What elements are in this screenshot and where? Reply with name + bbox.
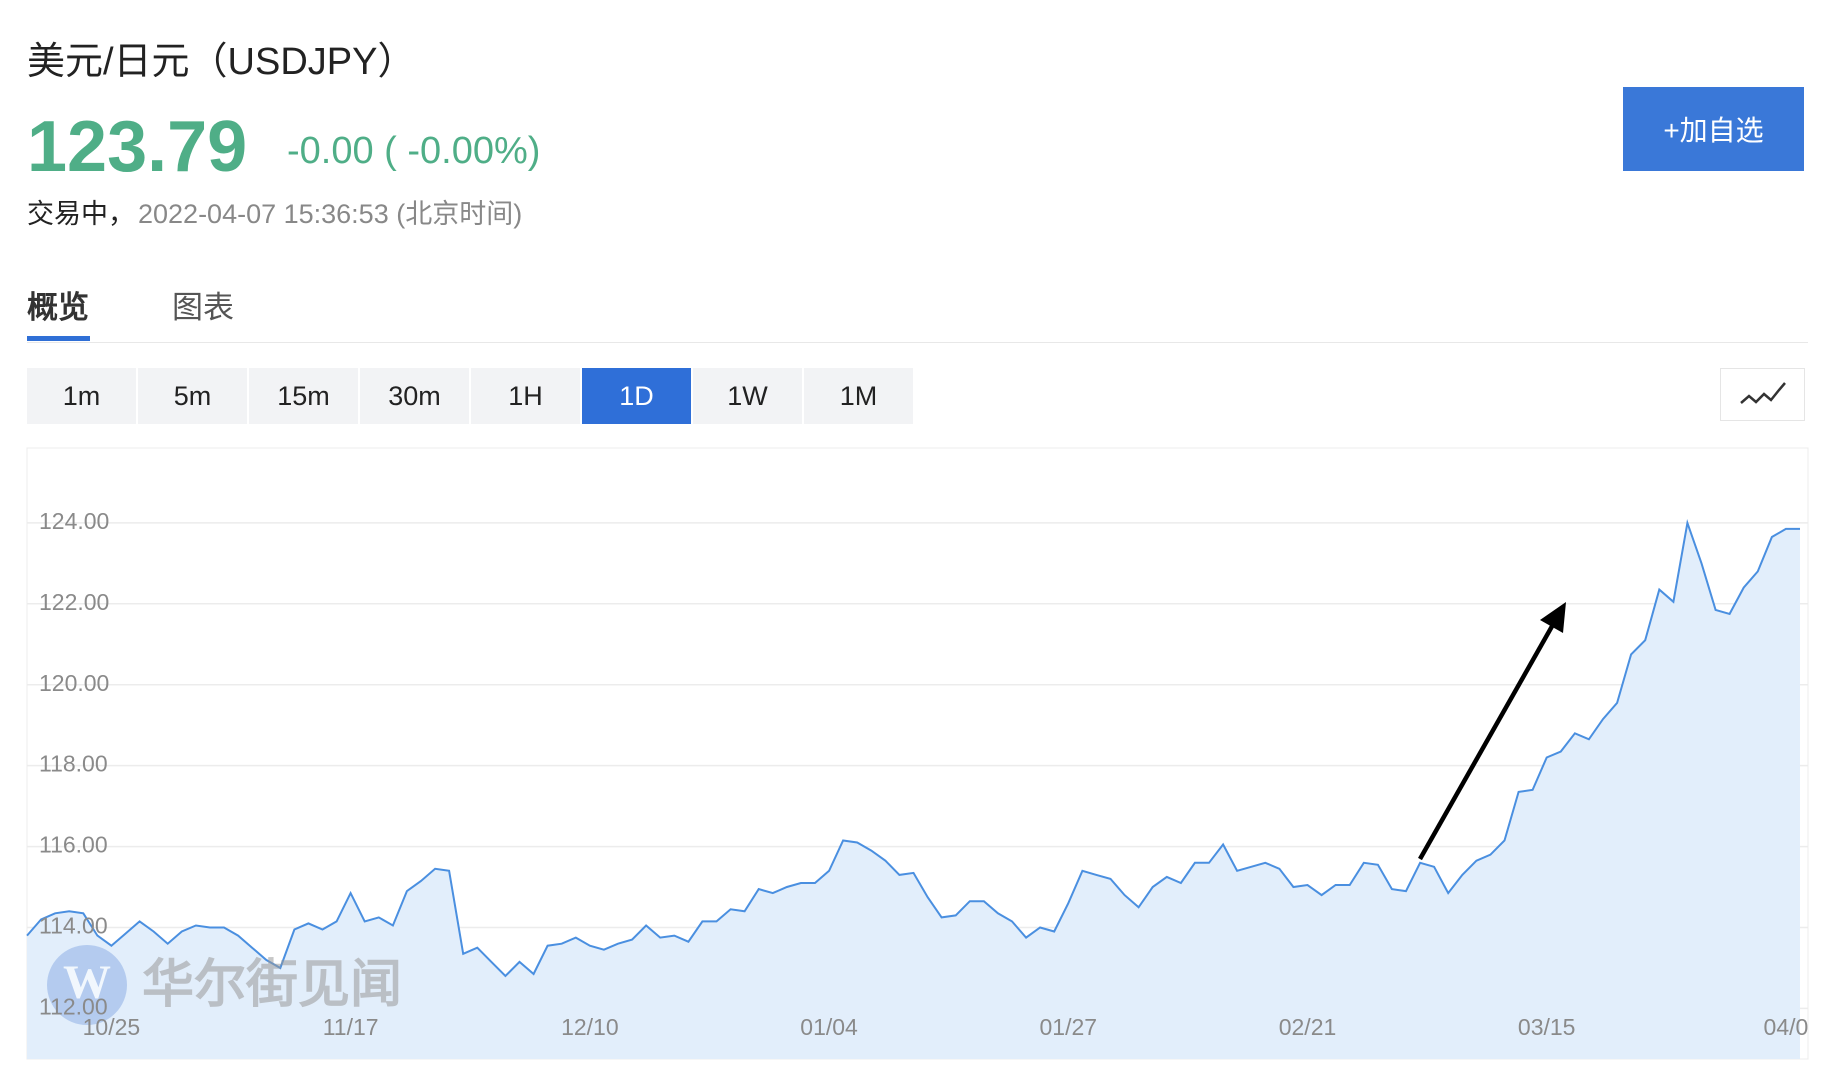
tab[interactable]: 概览 [27,290,89,325]
period-bar: 1m 5m 15m 30m 1H 1D 1W 1M [27,368,913,424]
x-tick-label: 01/27 [1040,1014,1098,1040]
add-watchlist-button[interactable]: +加自选 [1623,87,1804,171]
y-tick-label: 124.00 [39,508,109,534]
y-tick-label: 116.00 [39,832,108,858]
annotation-arrowhead [1540,602,1566,633]
x-tick-label: 01/04 [800,1014,858,1040]
y-tick-label: 120.00 [39,670,109,696]
title: 美元/日元（USDJPY） [27,41,416,83]
period-button[interactable]: 1m [27,368,136,424]
watermark-logo-letter: W [63,956,111,1009]
separator [27,342,1808,343]
tab[interactable]: 图表 [172,290,234,325]
tab-underline [27,336,90,341]
x-tick-label: 02/21 [1279,1014,1337,1040]
watermark: 华尔街见闻 [142,956,402,1014]
y-tick-label: 114.00 [39,913,108,939]
annotation-arrow [1418,619,1557,861]
y-tick-label: 122.00 [39,589,109,615]
period-button[interactable]: 15m [249,368,358,424]
period-button[interactable]: 5m [138,368,247,424]
x-tick-label: 03/15 [1518,1014,1576,1040]
watermark-logo [47,945,127,1025]
watermark-group: W 华尔街见闻 [47,945,402,1025]
status: 交易中， [27,199,135,229]
x-tick-label: 04/0 [1764,1014,1809,1040]
period-button[interactable]: 1H [471,368,580,424]
price: 123.79 [27,107,248,187]
chart-type-button[interactable] [1720,368,1805,421]
period-button[interactable]: 30m [360,368,469,424]
y-tick-label: 118.00 [39,751,108,777]
chart-icon [1740,382,1786,404]
timestamp: 2022-04-07 15:36:53 (北京时间) [138,199,523,229]
period-button[interactable]: 1M [804,368,913,424]
area-fill [27,522,1800,1059]
price-line [26,518,1800,978]
period-button[interactable]: 1W [693,368,802,424]
period-button[interactable]: 1D [582,368,691,424]
y-tick-label: 112.00 [39,993,108,1019]
change: -0.00 ( -0.00%) [287,130,541,172]
x-tick-label: 12/10 [561,1014,619,1040]
x-tick-label: 11/17 [323,1014,379,1040]
x-tick-label: 10/25 [83,1014,141,1040]
